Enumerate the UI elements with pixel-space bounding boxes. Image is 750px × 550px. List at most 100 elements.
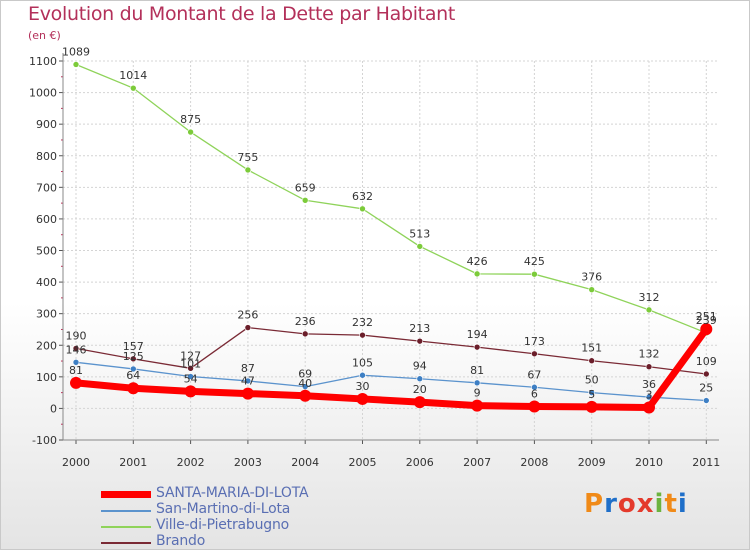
data-point — [643, 401, 655, 414]
series-line — [75, 326, 707, 375]
legend-swatch — [101, 526, 151, 528]
data-point — [416, 337, 424, 345]
data-label: 81 — [470, 364, 484, 377]
data-point — [359, 371, 366, 379]
data-point — [585, 400, 598, 413]
data-label: 94 — [413, 360, 427, 373]
data-point — [473, 379, 481, 387]
data-label: 64 — [126, 369, 140, 382]
data-label: 30 — [356, 380, 370, 393]
y-tick-label: 800 — [36, 150, 57, 163]
data-point — [187, 365, 194, 372]
logo-letter: r — [604, 489, 618, 519]
data-label: 659 — [295, 181, 316, 194]
data-point — [301, 330, 309, 338]
data-label: 1089 — [62, 45, 90, 58]
x-tick-label: 2000 — [62, 456, 90, 469]
logo-letter: x — [636, 489, 655, 519]
x-tick-label: 2008 — [520, 456, 548, 469]
data-point — [244, 166, 252, 174]
legend-label: SANTA-MARIA-DI-LOTA — [156, 485, 309, 501]
data-point — [130, 365, 137, 373]
data-point — [356, 392, 369, 405]
data-point — [473, 343, 481, 351]
data-label: 40 — [298, 377, 312, 390]
data-point — [531, 383, 538, 391]
data-label: 513 — [409, 227, 430, 240]
data-point — [187, 128, 194, 136]
legend-swatch — [101, 491, 151, 498]
data-point — [70, 376, 82, 389]
data-label: 239 — [696, 314, 717, 327]
data-label: 54 — [184, 372, 198, 385]
data-label: 236 — [295, 315, 316, 328]
y-tick-label: 1000 — [29, 87, 57, 100]
data-label: 151 — [581, 342, 602, 355]
legend-label: Ville-di-Pietrabugno — [156, 517, 289, 533]
grid-layer — [63, 60, 719, 441]
legend-swatch — [101, 542, 151, 544]
data-label: 157 — [123, 340, 144, 353]
data-label: 20 — [413, 383, 427, 396]
data-label: 232 — [352, 316, 373, 329]
data-label: 6 — [531, 388, 538, 401]
legend-item: San-Martino-di-Lota — [101, 501, 401, 518]
data-point — [359, 331, 366, 339]
data-label: 101 — [180, 358, 201, 371]
y-tick-label: 200 — [36, 339, 57, 352]
data-label: 1014 — [119, 69, 147, 82]
data-label: 127 — [180, 349, 201, 362]
y-tick-label: 500 — [36, 245, 57, 258]
data-label: 213 — [409, 322, 430, 335]
data-label: 132 — [639, 348, 660, 361]
y-tick-label: 300 — [36, 308, 57, 321]
data-point — [130, 355, 137, 363]
data-point — [244, 377, 252, 385]
x-tick-label: 2009 — [578, 456, 606, 469]
legend-label: Brando — [156, 533, 206, 549]
data-label: 251 — [696, 310, 717, 323]
data-label: 50 — [585, 374, 599, 387]
data-label: 69 — [298, 368, 312, 381]
x-tick-label: 2005 — [349, 456, 377, 469]
x-tick-label: 2006 — [406, 456, 434, 469]
data-label: 36 — [642, 378, 656, 391]
data-point — [473, 270, 481, 278]
y-tick-label: 700 — [36, 181, 57, 194]
data-label: 25 — [699, 382, 713, 395]
data-point — [645, 393, 653, 401]
x-tick-label: 2011 — [692, 456, 720, 469]
series-line — [75, 361, 707, 402]
series-line — [75, 63, 707, 334]
data-point — [72, 359, 80, 366]
y-tick-label: 0 — [50, 402, 57, 415]
legend-label: San-Martino-di-Lota — [156, 501, 291, 517]
x-tick-label: 2002 — [177, 456, 205, 469]
x-tick-label: 2010 — [635, 456, 663, 469]
chart-title: Evolution du Montant de la Dette par Hab… — [28, 3, 456, 25]
data-label: 425 — [524, 255, 545, 268]
data-point — [301, 196, 309, 204]
data-label: 81 — [69, 364, 83, 377]
data-point — [471, 399, 484, 412]
data-point — [187, 373, 194, 380]
data-point — [130, 84, 137, 92]
data-label: 173 — [524, 335, 545, 348]
data-label: 190 — [66, 329, 87, 342]
data-label: 109 — [696, 355, 717, 368]
data-label: 875 — [180, 113, 201, 126]
data-label: 755 — [237, 151, 258, 164]
data-label: 87 — [241, 362, 255, 375]
data-label: 376 — [581, 271, 602, 284]
data-point — [301, 383, 309, 390]
data-label: 632 — [352, 190, 373, 203]
data-point — [359, 205, 366, 213]
y-tick-label: 100 — [36, 371, 57, 384]
legend: SANTA-MARIA-DI-LOTA San-Martino-di-Lota Vi… — [101, 485, 401, 549]
data-label: 426 — [467, 255, 488, 268]
logo-letter: i — [677, 489, 688, 519]
data-point — [645, 363, 653, 371]
data-point — [702, 397, 710, 404]
